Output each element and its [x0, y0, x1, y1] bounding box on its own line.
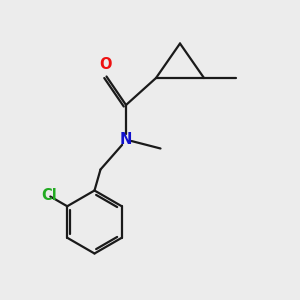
Text: N: N: [120, 132, 132, 147]
Text: Cl: Cl: [41, 188, 57, 202]
Text: O: O: [99, 57, 111, 72]
